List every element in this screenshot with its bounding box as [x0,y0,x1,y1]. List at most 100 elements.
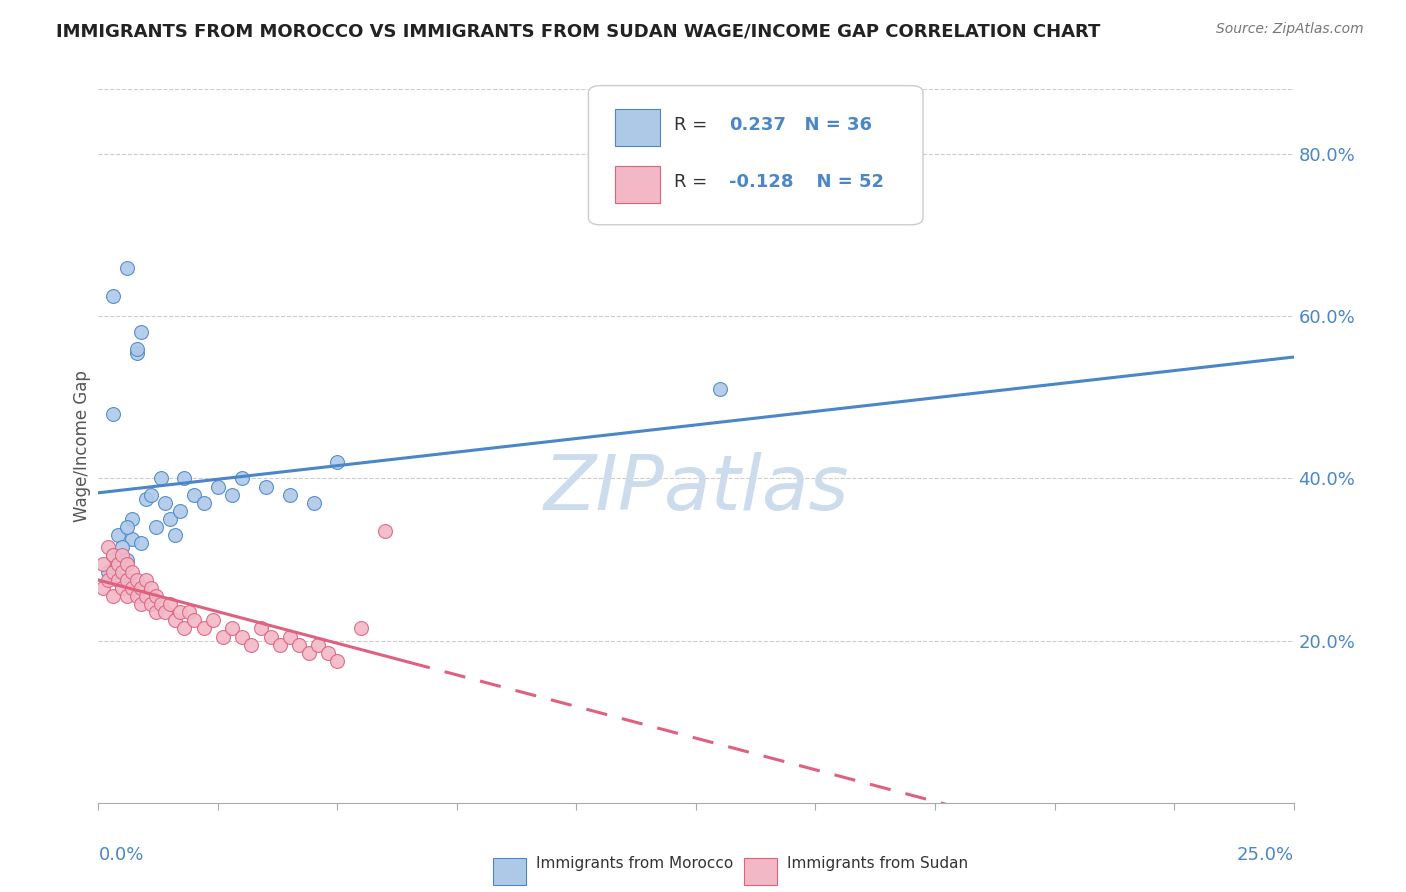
Text: R =: R = [675,173,720,191]
Point [183,488,205,502]
Point [139,488,162,502]
Text: 0.237: 0.237 [730,116,786,134]
Text: Immigrants from Sudan: Immigrants from Sudan [787,856,967,871]
Point [121,512,143,526]
Point [269,638,291,652]
Point [145,605,167,619]
FancyBboxPatch shape [614,166,661,203]
Point [121,533,143,547]
Text: IMMIGRANTS FROM MOROCCO VS IMMIGRANTS FROM SUDAN WAGE/INCOME GAP CORRELATION CHA: IMMIGRANTS FROM MOROCCO VS IMMIGRANTS FR… [56,22,1101,40]
Point [101,565,124,579]
Point [115,557,138,571]
Point [101,589,124,603]
Point [125,342,148,356]
Point [202,613,225,627]
Point [173,471,195,485]
Point [145,520,167,534]
Point [111,541,134,555]
Point [709,382,731,396]
Point [101,549,124,563]
Point [107,573,129,587]
Point [115,260,138,275]
Text: Source: ZipAtlas.com: Source: ZipAtlas.com [1216,22,1364,37]
Point [163,528,186,542]
Point [173,622,195,636]
Point [231,630,253,644]
Point [139,597,162,611]
Text: 0.0%: 0.0% [98,846,143,863]
Point [211,630,233,644]
Point [91,581,114,595]
Text: N = 36: N = 36 [792,116,872,134]
Point [155,605,177,619]
Point [125,589,148,603]
Point [278,630,301,644]
Point [302,496,325,510]
Point [163,613,186,627]
Point [193,622,215,636]
Point [115,573,138,587]
Point [125,345,148,359]
Point [231,471,253,485]
Point [115,552,138,566]
Text: Immigrants from Morocco: Immigrants from Morocco [536,856,733,871]
Point [115,520,138,534]
Point [169,605,191,619]
Point [298,646,321,660]
Point [107,557,129,571]
Point [107,557,129,571]
Point [111,573,134,587]
Point [107,528,129,542]
Text: ZIPatlas: ZIPatlas [543,452,849,525]
Point [159,597,181,611]
Point [240,638,263,652]
Point [254,479,277,493]
Point [250,622,273,636]
Point [111,549,134,563]
Point [97,541,120,555]
FancyBboxPatch shape [494,858,526,885]
Point [91,557,114,571]
Point [131,581,153,595]
Point [278,488,301,502]
Text: 25.0%: 25.0% [1236,846,1294,863]
Text: R =: R = [675,116,720,134]
Point [193,496,215,510]
Point [131,536,153,550]
Point [135,573,157,587]
FancyBboxPatch shape [614,109,661,146]
Point [307,638,329,652]
Point [316,646,339,660]
Point [139,581,162,595]
Point [207,479,229,493]
Point [111,565,134,579]
Text: -0.128: -0.128 [730,173,794,191]
Point [111,581,134,595]
Point [326,455,349,469]
Point [125,573,148,587]
Point [221,622,243,636]
Point [115,589,138,603]
Point [149,471,172,485]
Point [135,589,157,603]
Point [121,581,143,595]
Text: N = 52: N = 52 [804,173,883,191]
Point [131,326,153,340]
FancyBboxPatch shape [588,86,922,225]
Y-axis label: Wage/Income Gap: Wage/Income Gap [73,370,91,522]
Point [169,504,191,518]
Point [131,597,153,611]
Point [326,654,349,668]
Point [259,630,281,644]
Point [121,565,143,579]
Point [183,613,205,627]
Point [97,565,120,579]
Point [159,512,181,526]
Point [155,496,177,510]
Point [149,597,172,611]
Point [221,488,243,502]
Point [288,638,311,652]
Point [135,491,157,506]
Point [101,549,124,563]
Point [101,407,124,421]
